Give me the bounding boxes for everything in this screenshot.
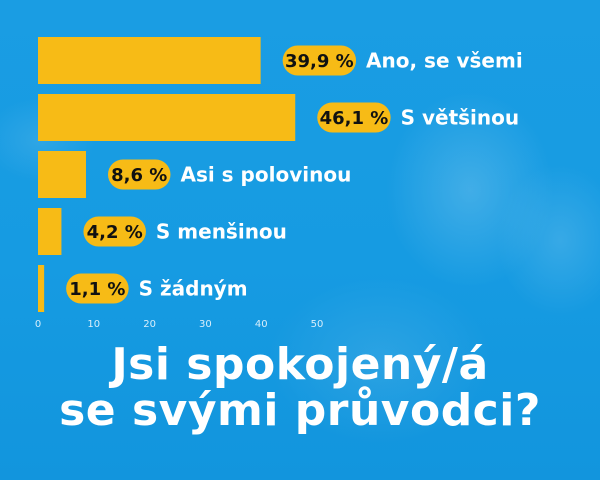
value-label-5: 1,1 % [69, 279, 125, 300]
value-badge-1 [282, 45, 357, 76]
value-label-1: 39,9 % [285, 51, 354, 72]
x-tick-10: 10 [87, 319, 100, 330]
category-label-5: S žádným [139, 277, 248, 301]
bar-5 [38, 265, 45, 312]
bars-group: 39,9 % Ano, se všemi 46,1 % S většinou 8,6 %… [38, 37, 523, 312]
category-label-4: S menšinou [156, 220, 287, 244]
title-line-1: Jsi spokojený/á [111, 339, 489, 390]
bar-1 [38, 37, 261, 84]
bar-3 [38, 151, 86, 198]
x-tick-20: 20 [143, 319, 156, 330]
title-line-2: se svými průvodci? [59, 385, 541, 436]
value-badge-5 [66, 273, 129, 304]
value-badge-4 [83, 216, 146, 247]
bar-2 [38, 94, 296, 141]
category-label-1: Ano, se všemi [366, 49, 523, 73]
value-label-4: 4,2 % [87, 222, 143, 243]
x-tick-40: 40 [255, 319, 268, 330]
chart-title: Jsi spokojený/á se svými průvodci? [0, 342, 600, 434]
category-label-2: S většinou [401, 106, 520, 130]
value-badge-3 [107, 159, 171, 190]
category-label-3: Asi s polovinou [180, 163, 351, 187]
value-label-3: 8,6 % [111, 165, 167, 186]
bar-chart: 39,9 % Ano, se všemi 46,1 % S většinou 8,6 %… [34, 37, 523, 330]
value-badge-2 [317, 102, 391, 133]
bar-4 [38, 208, 62, 255]
x-tick-30: 30 [199, 319, 212, 330]
x-axis-ticks: 0 10 20 30 40 50 [35, 319, 324, 330]
value-label-2: 46,1 % [320, 108, 389, 129]
x-tick-50: 50 [311, 319, 324, 330]
x-tick-0: 0 [35, 319, 41, 330]
